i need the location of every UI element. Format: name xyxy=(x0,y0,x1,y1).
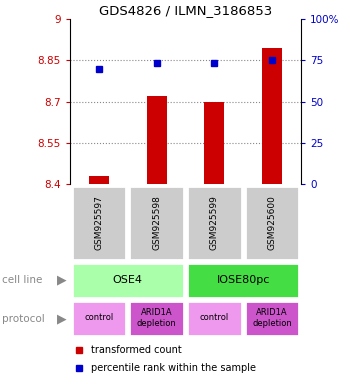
Text: control: control xyxy=(200,313,229,323)
Bar xyxy=(187,301,241,336)
Bar xyxy=(245,186,299,260)
Bar xyxy=(72,301,126,336)
Text: cell line: cell line xyxy=(2,275,42,285)
Bar xyxy=(130,186,184,260)
Text: ▶: ▶ xyxy=(57,312,66,325)
Text: OSE4: OSE4 xyxy=(113,275,143,285)
Text: IOSE80pc: IOSE80pc xyxy=(217,275,270,285)
Text: GSM925597: GSM925597 xyxy=(94,195,103,250)
Bar xyxy=(262,48,282,184)
Text: protocol: protocol xyxy=(2,314,44,324)
Bar xyxy=(187,186,241,260)
Bar xyxy=(204,102,224,184)
Text: GSM925600: GSM925600 xyxy=(268,195,276,250)
Bar xyxy=(187,263,299,298)
Bar xyxy=(89,176,109,184)
Bar xyxy=(72,186,126,260)
Text: ARID1A
depletion: ARID1A depletion xyxy=(252,308,292,328)
Bar xyxy=(130,301,184,336)
Text: ARID1A
depletion: ARID1A depletion xyxy=(137,308,176,328)
Text: transformed count: transformed count xyxy=(91,345,182,355)
Text: ▶: ▶ xyxy=(57,274,66,287)
Text: control: control xyxy=(84,313,113,323)
Title: GDS4826 / ILMN_3186853: GDS4826 / ILMN_3186853 xyxy=(99,3,272,17)
Text: GSM925599: GSM925599 xyxy=(210,195,219,250)
Text: percentile rank within the sample: percentile rank within the sample xyxy=(91,363,256,373)
Bar xyxy=(245,301,299,336)
Bar xyxy=(147,96,167,184)
Text: GSM925598: GSM925598 xyxy=(152,195,161,250)
Bar xyxy=(72,263,184,298)
